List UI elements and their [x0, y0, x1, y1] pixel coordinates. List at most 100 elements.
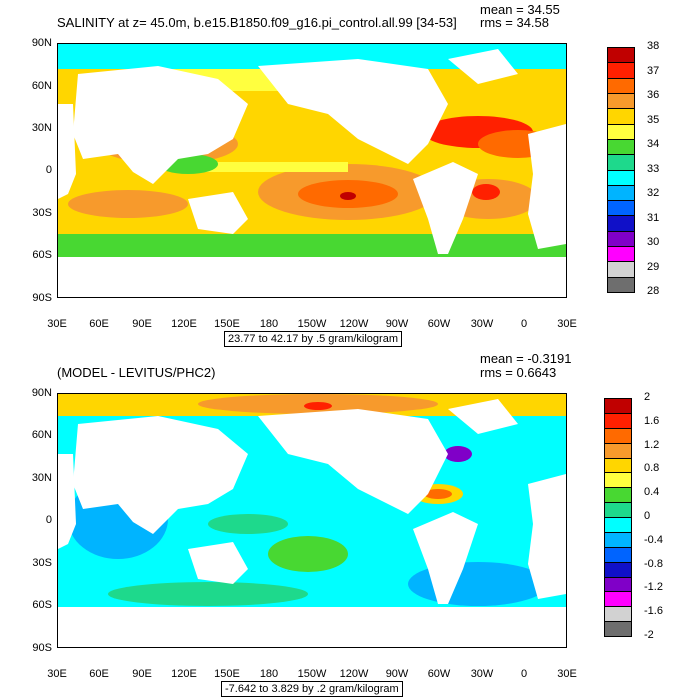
- colorbar-label: -0.4: [644, 533, 663, 546]
- colorbar-label: 35: [647, 113, 660, 126]
- lon-label: 90W: [385, 318, 409, 330]
- lon-label: 30E: [557, 668, 577, 680]
- lat-label: 30S: [32, 557, 52, 569]
- lon-label: 60E: [89, 668, 109, 680]
- colorbar-swatch: [607, 138, 635, 156]
- lat-label: 0: [45, 514, 52, 526]
- colorbar-swatch: [604, 398, 632, 414]
- colorbar-swatch: [604, 621, 632, 637]
- colorbar-swatch: [604, 531, 632, 548]
- lon-label: 150W: [297, 668, 327, 680]
- lat-label: 90S: [32, 292, 52, 304]
- colorbar-swatch: [607, 154, 635, 171]
- lon-label: 120W: [339, 668, 369, 680]
- colorbar-label: 36: [647, 89, 660, 101]
- colorbar-swatch: [604, 606, 632, 623]
- lat-label: 90N: [31, 387, 52, 399]
- colorbar-label: 30: [647, 236, 660, 248]
- colorbar-label: 32: [647, 187, 660, 199]
- colorbar-label: 28: [647, 285, 660, 297]
- colorbar-swatch: [607, 62, 635, 79]
- lat-label: 60N: [31, 429, 52, 441]
- lat-label: 30N: [31, 472, 52, 484]
- panel1-mean: mean = 34.55: [480, 2, 560, 17]
- lat-label: 90N: [31, 37, 52, 49]
- lon-label: 90E: [132, 318, 152, 330]
- colorbar-label: -2: [644, 629, 654, 641]
- panel2-mean: mean = -0.3191: [480, 351, 572, 366]
- colorbar-swatch: [607, 215, 635, 232]
- colorbar-swatch: [607, 47, 635, 64]
- lon-label: 60W: [427, 668, 451, 680]
- colorbar-label: 0.4: [644, 486, 660, 499]
- lon-label: 0: [520, 318, 528, 330]
- lat-label: 0: [45, 164, 52, 176]
- panel1-title: SALINITY at z= 45.0m, b.e15.B1850.f09_g1…: [57, 15, 457, 30]
- colorbar-label: -1.6: [644, 605, 663, 618]
- panel2-range-box: -7.642 to 3.829 by .2 gram/kilogram: [221, 681, 403, 697]
- colorbar-swatch: [604, 561, 632, 578]
- colorbar-swatch: [604, 412, 632, 429]
- panel1-rms: rms = 34.58: [480, 15, 550, 30]
- lat-label: 90S: [32, 642, 52, 654]
- lon-label: 150E: [214, 318, 240, 330]
- colorbar-swatch: [607, 123, 635, 140]
- colorbar-label: 29: [647, 260, 660, 273]
- panel1-colorbar: 38 37 36 35 34 33 32 31 30 29 28: [607, 40, 687, 297]
- colorbar-label: 1.2: [644, 438, 660, 451]
- lon-label: 30E: [557, 318, 577, 330]
- lat-label: 60S: [32, 599, 52, 611]
- lon-label: 120E: [171, 318, 197, 330]
- lon-label: 30W: [470, 318, 494, 330]
- lat-label: 60N: [31, 80, 52, 92]
- colorbar-label: 0.8: [644, 462, 660, 475]
- colorbar-swatch: [604, 546, 632, 563]
- panel2-rms: rms = 0.6643: [480, 365, 557, 380]
- colorbar-swatch: [607, 230, 635, 248]
- colorbar-swatch: [604, 487, 632, 504]
- colorbar-swatch: [604, 427, 632, 444]
- lon-label: 60W: [427, 318, 451, 330]
- colorbar-label: 31: [647, 211, 660, 224]
- lon-label: 0: [520, 668, 528, 680]
- colorbar-label: 1.6: [644, 414, 660, 427]
- panel2-title: (MODEL - LEVITUS/PHC2): [57, 365, 216, 380]
- colorbar-label: 0: [644, 510, 651, 522]
- colorbar-swatch: [607, 77, 635, 94]
- lat-label: 30S: [32, 207, 52, 219]
- colorbar-swatch: [604, 591, 632, 608]
- colorbar-label: 37: [647, 64, 660, 77]
- panel2-colorbar: 2 1.6 1.2 0.8 0.4 0 -0.4 -0.8 -1.2 -1.6 -2: [604, 391, 684, 641]
- panel1-range-box: 23.77 to 42.17 by .5 gram/kilogram: [224, 331, 402, 347]
- colorbar-swatch: [607, 92, 635, 110]
- lon-label: 60E: [89, 318, 109, 330]
- lon-label: 150W: [297, 318, 327, 330]
- colorbar-label: 33: [647, 162, 660, 175]
- colorbar-label: -0.8: [644, 557, 663, 570]
- colorbar-swatch: [604, 576, 632, 593]
- lon-label: 150E: [214, 668, 240, 680]
- lon-label: 30E: [47, 318, 67, 330]
- panel1-map: [57, 43, 567, 298]
- colorbar-swatch: [604, 517, 632, 533]
- colorbar-swatch: [604, 442, 632, 459]
- colorbar-swatch: [607, 108, 635, 125]
- lon-label: 180: [259, 318, 279, 330]
- lon-label: 30E: [47, 668, 67, 680]
- colorbar-swatch: [604, 502, 632, 518]
- lon-label: 90E: [132, 668, 152, 680]
- colorbar-swatch: [604, 472, 632, 489]
- colorbar-swatch: [607, 184, 635, 202]
- colorbar-label: 2: [644, 391, 651, 403]
- lon-label: 90W: [385, 668, 409, 680]
- colorbar-swatch: [607, 261, 635, 278]
- lon-label: 180: [259, 668, 279, 680]
- colorbar-label: -1.2: [644, 581, 663, 594]
- colorbar-label: 38: [647, 40, 660, 52]
- colorbar-swatch: [607, 246, 635, 263]
- lat-label: 30N: [31, 122, 52, 134]
- colorbar-swatch: [607, 200, 635, 217]
- lon-label: 120W: [339, 318, 369, 330]
- lon-label: 120E: [171, 668, 197, 680]
- colorbar-swatch: [607, 276, 635, 293]
